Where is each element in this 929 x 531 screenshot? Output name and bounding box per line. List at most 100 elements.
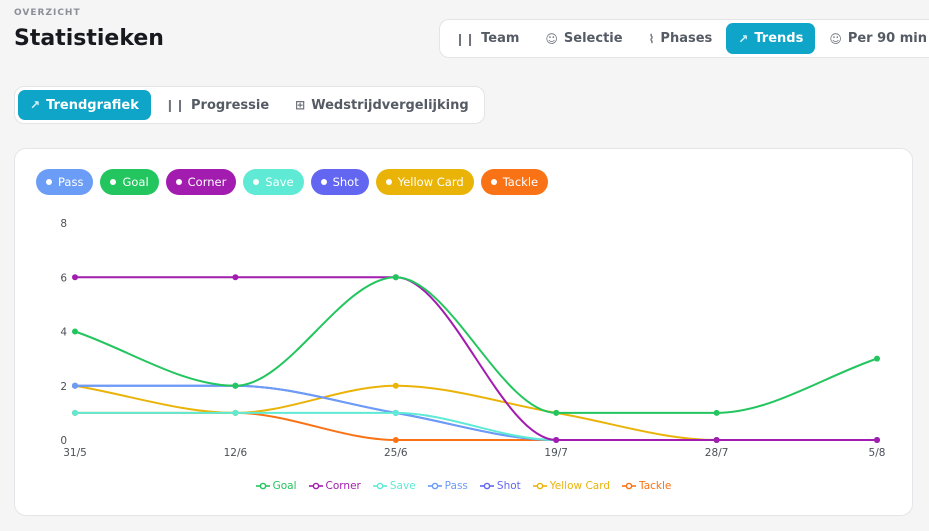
x-tick-label: 5/8 [869, 447, 886, 459]
activity-icon: ⌇ [648, 31, 655, 46]
overline-label: OVERZICHT [14, 8, 81, 18]
filter-pill-save[interactable]: Save [243, 169, 304, 195]
data-point-corner [72, 274, 78, 281]
series-line-corner [75, 276, 877, 442]
legend-item-tackle[interactable]: Tackle [622, 480, 671, 492]
data-point-corner [713, 437, 720, 443]
data-point-corner [232, 274, 239, 281]
tab-label: Selectie [563, 31, 623, 46]
filter-pill-corner[interactable]: Corner [165, 169, 237, 195]
legend-item-pass[interactable]: Pass [427, 480, 468, 492]
filter-pill-shot[interactable]: Shot [310, 169, 369, 195]
subtab-label: Trendgrafiek [46, 97, 139, 113]
tab-label: Per 90 min [847, 31, 927, 46]
dot-icon [320, 179, 327, 185]
y-tick-label: 0 [60, 435, 67, 447]
subtab-label: Wedstrijdvergelijking [311, 97, 469, 113]
legend-line-icon [479, 482, 494, 490]
dot-icon [46, 179, 52, 185]
data-point-save [232, 409, 239, 416]
chart-legend: Goal Corner Save Pass Shot Yellow Card Tackle [15, 480, 912, 492]
tab-label: Trends [754, 31, 804, 46]
subtab-wedstrijdvergelijking[interactable]: ⊞ Wedstrijdvergelijking [283, 90, 481, 120]
legend-item-yellow-card[interactable]: Yellow Card [532, 480, 611, 492]
data-point-goal [713, 409, 720, 416]
tab-team[interactable]: ❙❙ Team [443, 23, 531, 54]
data-point-goal [392, 274, 399, 281]
tab-per-90-min[interactable]: ☺ Per 90 min [817, 23, 929, 54]
users-icon: ☺ [545, 31, 558, 46]
legend-line-icon [372, 482, 387, 490]
dot-icon [175, 179, 182, 185]
y-tick-label: 2 [60, 381, 67, 393]
subtab-trendgrafiek[interactable]: ↗ Trendgrafiek [18, 90, 151, 120]
sub-tab-bar: ↗ Trendgrafiek ❙❙ Progressie ⊞ Wedstrijdverge… [14, 86, 485, 124]
legend-label: Goal [272, 480, 297, 492]
data-point-goal [72, 328, 78, 335]
legend-line-icon [532, 482, 547, 490]
y-tick-label: 6 [60, 272, 67, 284]
legend-line-icon [255, 482, 270, 490]
data-point-goal [874, 355, 880, 362]
trend-up-icon: ↗ [738, 31, 749, 46]
data-point-goal [553, 409, 560, 416]
filter-pill-tackle[interactable]: Tackle [480, 169, 549, 195]
subtab-label: Progressie [191, 97, 270, 113]
data-point-corner [874, 437, 880, 443]
filter-pill-pass[interactable]: Pass [36, 169, 94, 195]
dot-icon [385, 179, 392, 185]
legend-line-icon [308, 482, 323, 490]
trend-up-icon: ↗ [30, 98, 41, 112]
dot-icon [490, 179, 497, 185]
filter-pill-goal[interactable]: Goal [100, 169, 159, 195]
x-tick-label: 19/7 [544, 447, 568, 459]
legend-label: Corner [325, 480, 361, 492]
legend-label: Tackle [639, 480, 672, 492]
bar-chart-icon: ❙❙ [455, 31, 476, 46]
tab-phases[interactable]: ⌇ Phases [637, 23, 725, 54]
series-filter-pills: Pass Goal Corner Save Shot Yellow Card Tackle [36, 169, 549, 195]
data-point-yellow-card [392, 382, 399, 389]
x-tick-label: 31/5 [63, 447, 87, 459]
y-tick-label: 4 [60, 327, 67, 339]
x-tick-label: 12/6 [224, 447, 248, 459]
dot-icon [110, 179, 117, 185]
legend-item-save[interactable]: Save [372, 480, 416, 492]
trend-line-chart: 0 2 4 6 8 31/5 12/6 25/6 19/7 28/7 5/8 [60, 218, 886, 459]
legend-label: Pass [444, 480, 468, 492]
data-point-goal [232, 382, 239, 389]
data-point-save [392, 409, 399, 416]
legend-label: Save [389, 480, 416, 492]
filter-pill-yellow-card[interactable]: Yellow Card [375, 169, 474, 195]
tab-trends[interactable]: ↗ Trends [726, 23, 816, 54]
x-tick-label: 25/6 [384, 447, 408, 459]
dot-icon [253, 179, 260, 185]
users-icon: ☺ [829, 31, 842, 46]
subtab-progressie[interactable]: ❙❙ Progressie [153, 90, 281, 120]
filter-pill-label: Save [265, 175, 294, 189]
y-tick-label: 8 [60, 218, 67, 230]
data-point-tackle [392, 437, 399, 443]
legend-label: Shot [496, 480, 521, 492]
page-title: Statistieken [14, 26, 164, 51]
series-line-goal [74, 276, 878, 414]
legend-label: Yellow Card [549, 480, 611, 492]
filter-pill-label: Goal [122, 175, 149, 189]
filter-pill-label: Tackle [502, 175, 539, 189]
chart-card: Pass Goal Corner Save Shot Yellow Card Tackle … [14, 148, 913, 516]
data-point-corner [553, 437, 560, 443]
filter-pill-label: Shot [332, 175, 359, 189]
tab-label: Team [481, 31, 520, 46]
legend-item-shot[interactable]: Shot [479, 480, 521, 492]
legend-line-icon [427, 482, 442, 490]
legend-item-goal[interactable]: Goal [255, 480, 297, 492]
tab-label: Phases [660, 31, 713, 46]
filter-pill-label: Yellow Card [397, 175, 464, 189]
filter-pill-label: Pass [58, 175, 84, 189]
data-point-save [72, 409, 78, 416]
x-tick-label: 28/7 [705, 447, 729, 459]
legend-item-corner[interactable]: Corner [308, 480, 361, 492]
tab-selectie[interactable]: ☺ Selectie [533, 23, 634, 54]
grid-icon: ⊞ [295, 98, 306, 112]
filter-pill-label: Corner [187, 175, 227, 189]
